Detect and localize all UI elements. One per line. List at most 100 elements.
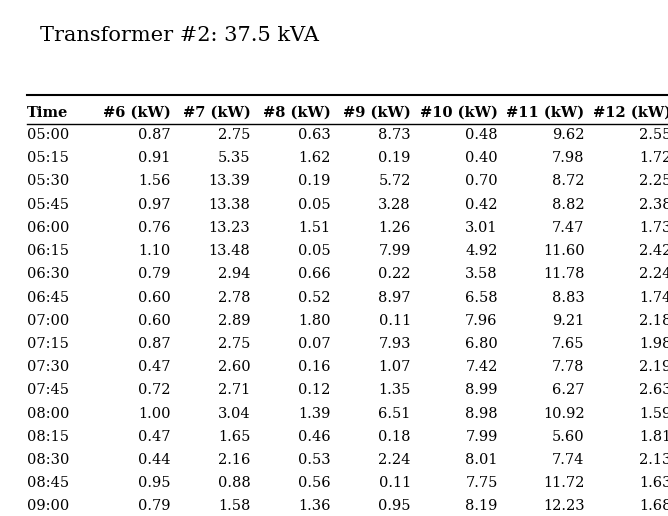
Text: 05:45: 05:45 [27, 198, 69, 212]
Text: 7.98: 7.98 [552, 151, 584, 165]
Text: 7.42: 7.42 [466, 360, 498, 374]
Text: #9 (kW): #9 (kW) [343, 106, 411, 120]
Text: 1.68: 1.68 [639, 499, 668, 513]
Text: 2.75: 2.75 [218, 128, 250, 142]
Text: 8.83: 8.83 [552, 291, 584, 304]
Text: 0.95: 0.95 [378, 499, 411, 513]
Text: 1.73: 1.73 [639, 221, 668, 235]
Text: 2.42: 2.42 [639, 244, 668, 258]
Text: 1.72: 1.72 [639, 151, 668, 165]
Text: 07:30: 07:30 [27, 360, 69, 374]
Text: 0.16: 0.16 [298, 360, 331, 374]
Text: 0.47: 0.47 [138, 430, 170, 444]
Text: 0.72: 0.72 [138, 383, 170, 397]
Text: 8.97: 8.97 [378, 291, 411, 304]
Text: 0.18: 0.18 [378, 430, 411, 444]
Text: 8.19: 8.19 [466, 499, 498, 513]
Text: 07:00: 07:00 [27, 314, 69, 328]
Text: 08:00: 08:00 [27, 407, 69, 421]
Text: Time: Time [27, 106, 68, 120]
Text: 1.80: 1.80 [298, 314, 331, 328]
Text: 0.60: 0.60 [138, 291, 170, 304]
Text: 0.70: 0.70 [465, 174, 498, 188]
Text: 13.23: 13.23 [208, 221, 250, 235]
Text: 05:00: 05:00 [27, 128, 69, 142]
Text: 3.58: 3.58 [465, 267, 498, 281]
Text: 2.16: 2.16 [218, 453, 250, 467]
Text: 6.58: 6.58 [465, 291, 498, 304]
Text: 1.00: 1.00 [138, 407, 170, 421]
Text: 2.13: 2.13 [639, 453, 668, 467]
Text: 8.82: 8.82 [552, 198, 584, 212]
Text: 2.94: 2.94 [218, 267, 250, 281]
Text: 1.07: 1.07 [379, 360, 411, 374]
Text: 0.66: 0.66 [298, 267, 331, 281]
Text: 1.63: 1.63 [639, 476, 668, 490]
Text: #10 (kW): #10 (kW) [420, 106, 498, 120]
Text: 0.52: 0.52 [298, 291, 331, 304]
Text: 1.59: 1.59 [639, 407, 668, 421]
Text: 2.18: 2.18 [639, 314, 668, 328]
Text: 0.12: 0.12 [299, 383, 331, 397]
Text: 2.24: 2.24 [639, 267, 668, 281]
Text: 05:30: 05:30 [27, 174, 69, 188]
Text: 2.63: 2.63 [639, 383, 668, 397]
Text: 06:15: 06:15 [27, 244, 69, 258]
Text: 6.27: 6.27 [552, 383, 584, 397]
Text: 0.05: 0.05 [298, 198, 331, 212]
Text: 1.51: 1.51 [299, 221, 331, 235]
Text: 1.10: 1.10 [138, 244, 170, 258]
Text: Transformer #2: 37.5 kVA: Transformer #2: 37.5 kVA [40, 26, 319, 45]
Text: 7.75: 7.75 [466, 476, 498, 490]
Text: 0.60: 0.60 [138, 314, 170, 328]
Text: 5.72: 5.72 [379, 174, 411, 188]
Text: 0.88: 0.88 [218, 476, 250, 490]
Text: 2.25: 2.25 [639, 174, 668, 188]
Text: 7.65: 7.65 [552, 337, 584, 351]
Text: 1.81: 1.81 [639, 430, 668, 444]
Text: 0.42: 0.42 [465, 198, 498, 212]
Text: 0.95: 0.95 [138, 476, 170, 490]
Text: 0.44: 0.44 [138, 453, 170, 467]
Text: 8.73: 8.73 [378, 128, 411, 142]
Text: 11.60: 11.60 [543, 244, 584, 258]
Text: 10.92: 10.92 [543, 407, 584, 421]
Text: 08:45: 08:45 [27, 476, 69, 490]
Text: 1.39: 1.39 [299, 407, 331, 421]
Text: 9.62: 9.62 [552, 128, 584, 142]
Text: 3.04: 3.04 [218, 407, 250, 421]
Text: 3.01: 3.01 [465, 221, 498, 235]
Text: 1.56: 1.56 [138, 174, 170, 188]
Text: 0.79: 0.79 [138, 267, 170, 281]
Text: 0.76: 0.76 [138, 221, 170, 235]
Text: 0.53: 0.53 [298, 453, 331, 467]
Text: 9.21: 9.21 [552, 314, 584, 328]
Text: 13.38: 13.38 [208, 198, 250, 212]
Text: 11.72: 11.72 [543, 476, 584, 490]
Text: 0.19: 0.19 [379, 151, 411, 165]
Text: 4.92: 4.92 [466, 244, 498, 258]
Text: #12 (kW): #12 (kW) [593, 106, 668, 120]
Text: 06:30: 06:30 [27, 267, 69, 281]
Text: 2.71: 2.71 [218, 383, 250, 397]
Text: #8 (kW): #8 (kW) [263, 106, 331, 120]
Text: 08:15: 08:15 [27, 430, 69, 444]
Text: 0.48: 0.48 [465, 128, 498, 142]
Text: #7 (kW): #7 (kW) [183, 106, 250, 120]
Text: 7.74: 7.74 [552, 453, 584, 467]
Text: 3.28: 3.28 [378, 198, 411, 212]
Text: 7.93: 7.93 [378, 337, 411, 351]
Text: 2.55: 2.55 [639, 128, 668, 142]
Text: 09:00: 09:00 [27, 499, 69, 513]
Text: 1.65: 1.65 [218, 430, 250, 444]
Text: 08:30: 08:30 [27, 453, 69, 467]
Text: 8.99: 8.99 [465, 383, 498, 397]
Text: 0.56: 0.56 [298, 476, 331, 490]
Text: 7.96: 7.96 [465, 314, 498, 328]
Text: 6.80: 6.80 [465, 337, 498, 351]
Text: 1.58: 1.58 [218, 499, 250, 513]
Text: 0.40: 0.40 [465, 151, 498, 165]
Text: 5.35: 5.35 [218, 151, 250, 165]
Text: 06:45: 06:45 [27, 291, 69, 304]
Text: 0.91: 0.91 [138, 151, 170, 165]
